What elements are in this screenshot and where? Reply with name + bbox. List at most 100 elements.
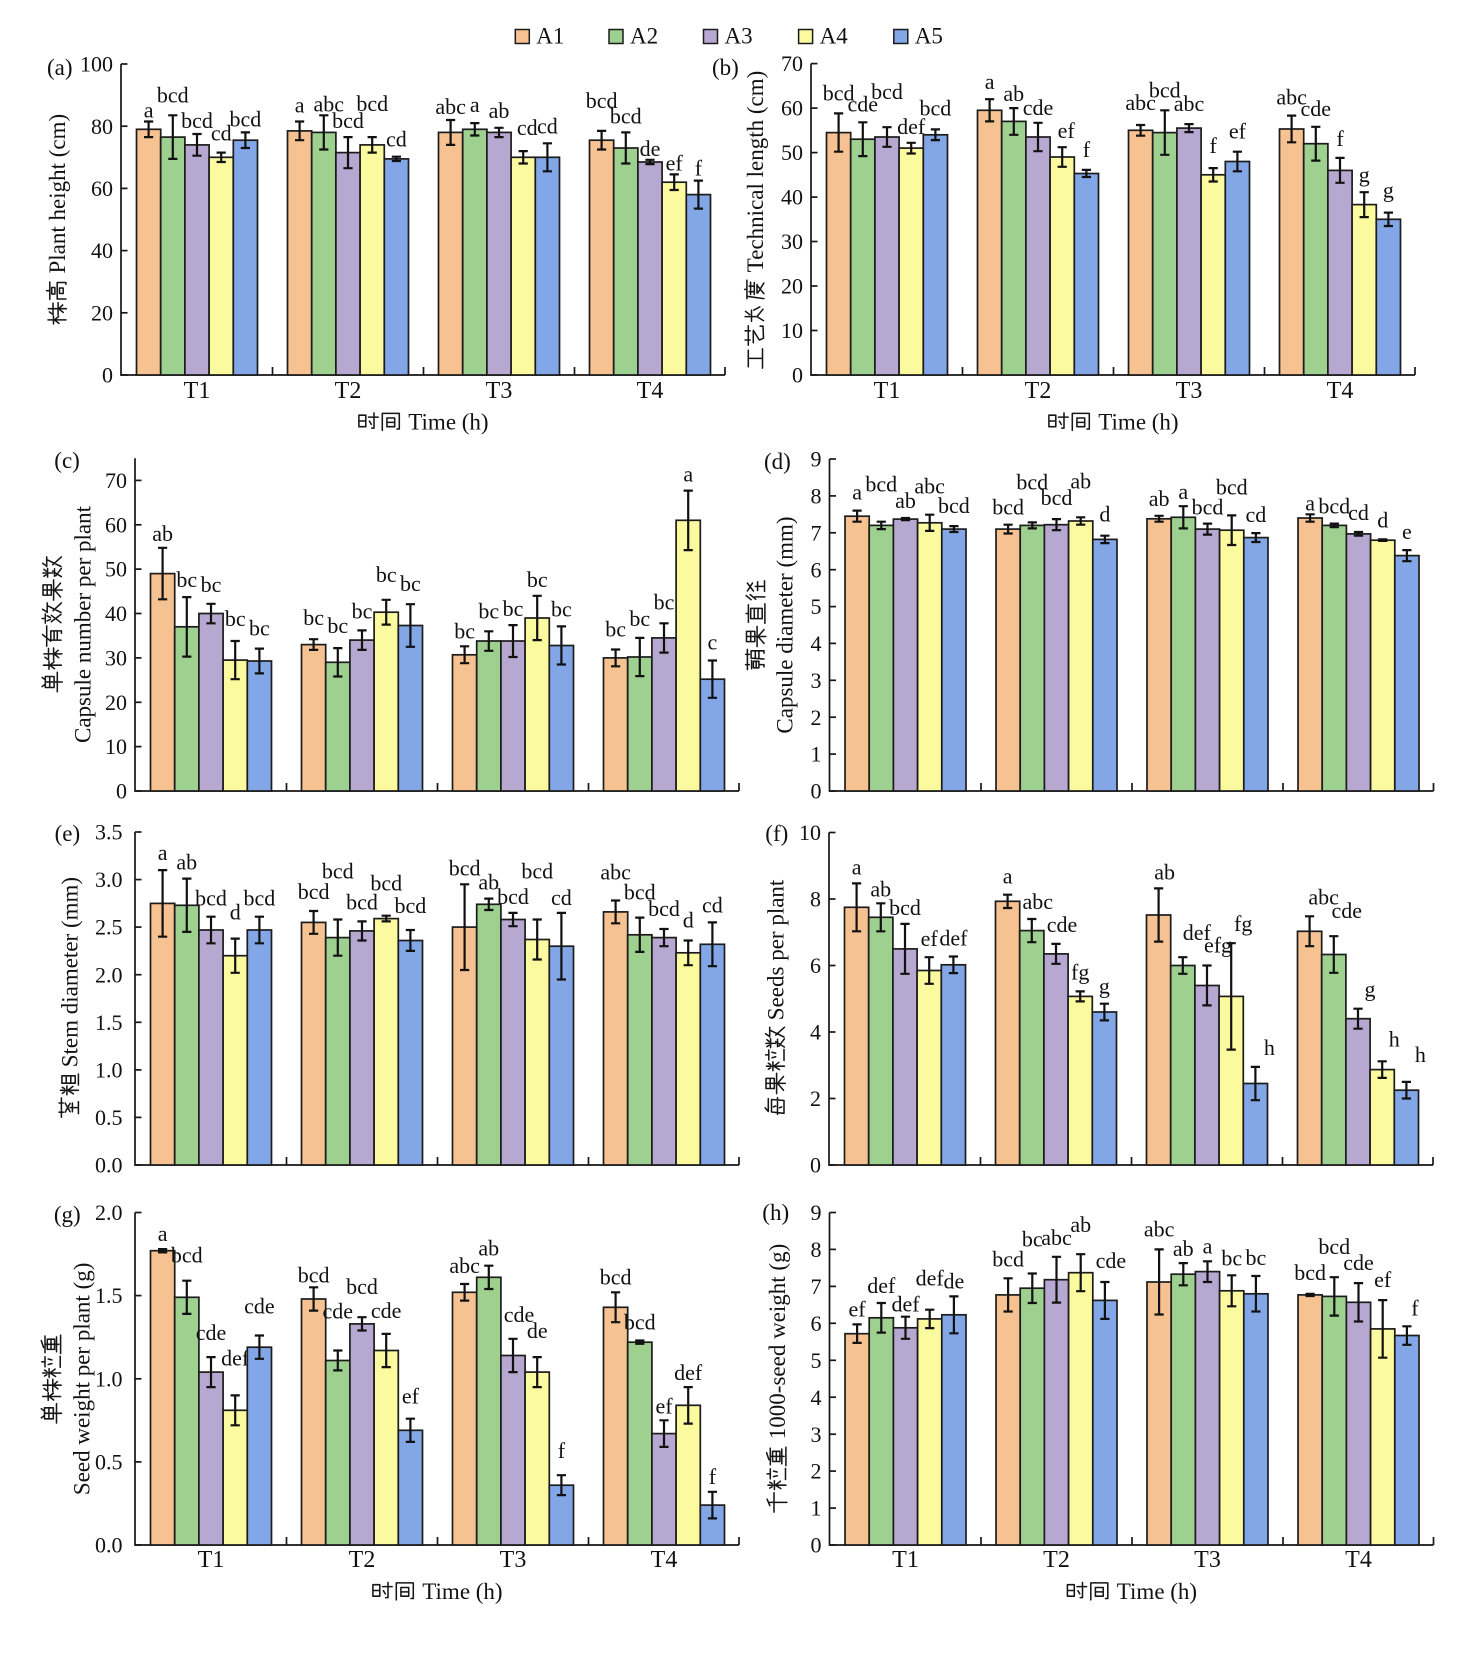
svg-text:A4: A4	[820, 24, 849, 49]
svg-text:ab: ab	[1070, 1212, 1091, 1237]
svg-text:bcd: bcd	[938, 493, 970, 518]
svg-text:cde: cde	[1332, 898, 1363, 923]
svg-text:T3: T3	[500, 1547, 527, 1573]
svg-text:bcd: bcd	[624, 1310, 656, 1335]
svg-text:h: h	[1389, 1026, 1400, 1051]
svg-text:T1: T1	[198, 1547, 225, 1573]
svg-text:ab: ab	[870, 876, 891, 901]
svg-text:cde: cde	[1023, 95, 1054, 120]
svg-text:bc: bc	[249, 616, 270, 641]
svg-text:3: 3	[811, 1422, 822, 1447]
svg-text:6: 6	[811, 557, 822, 582]
svg-text:T2: T2	[349, 1547, 376, 1573]
svg-text:Seeds per plant: Seeds per plant	[764, 879, 789, 1020]
svg-text:f: f	[558, 1438, 566, 1463]
svg-text:ab: ab	[176, 850, 197, 875]
svg-text:cd: cd	[1348, 500, 1369, 525]
svg-text:bcd: bcd	[992, 495, 1024, 520]
svg-text:2.0: 2.0	[95, 1200, 123, 1225]
svg-text:d: d	[683, 908, 694, 933]
svg-text:cd: cd	[517, 115, 538, 140]
svg-text:bcd: bcd	[1149, 77, 1181, 102]
svg-text:6: 6	[810, 953, 821, 978]
svg-text:4: 4	[810, 1020, 821, 1045]
svg-text:def: def	[674, 1360, 703, 1385]
svg-text:60: 60	[781, 96, 803, 121]
svg-text:def: def	[939, 926, 968, 951]
svg-text:d: d	[230, 900, 241, 925]
svg-text:20: 20	[91, 300, 113, 325]
svg-text:(f): (f)	[765, 821, 788, 846]
svg-text:bcd: bcd	[1294, 1260, 1326, 1285]
svg-text:Time (h): Time (h)	[422, 1579, 502, 1604]
svg-text:6: 6	[811, 1311, 822, 1336]
svg-text:ab: ab	[478, 1236, 499, 1261]
svg-text:bcd: bcd	[298, 879, 330, 904]
svg-text:100: 100	[80, 52, 113, 77]
svg-text:40: 40	[91, 238, 113, 263]
svg-text:ef: ef	[655, 1393, 673, 1418]
svg-text:ef: ef	[1229, 119, 1247, 144]
svg-text:bc: bc	[201, 572, 222, 597]
svg-text:bc: bc	[352, 598, 373, 623]
svg-text:bcd: bcd	[600, 1264, 632, 1289]
svg-text:f: f	[1210, 133, 1218, 158]
svg-text:(b): (b)	[712, 55, 739, 80]
svg-text:f: f	[1336, 126, 1344, 151]
svg-text:bc: bc	[551, 596, 572, 621]
svg-text:a: a	[158, 840, 168, 865]
svg-text:2: 2	[811, 705, 822, 730]
svg-text:1: 1	[811, 1496, 822, 1521]
svg-text:cde: cde	[1343, 1250, 1374, 1275]
svg-text:a: a	[158, 1221, 168, 1246]
svg-text:bc: bc	[303, 605, 324, 630]
svg-text:abc: abc	[1276, 85, 1307, 110]
svg-text:A2: A2	[630, 24, 658, 49]
svg-text:Capsule diameter (mm): Capsule diameter (mm)	[773, 516, 798, 733]
svg-text:(g): (g)	[54, 1202, 81, 1227]
svg-text:0.5: 0.5	[95, 1450, 123, 1475]
svg-text:bcd: bcd	[449, 855, 481, 880]
svg-text:f: f	[695, 156, 703, 181]
svg-text:bcd: bcd	[920, 95, 952, 120]
svg-text:(c): (c)	[54, 448, 80, 473]
svg-text:1.5: 1.5	[95, 1283, 123, 1308]
svg-text:A5: A5	[915, 24, 943, 49]
svg-text:d: d	[1099, 502, 1110, 527]
svg-text:bcd: bcd	[1016, 469, 1048, 494]
svg-text:a: a	[1305, 490, 1315, 515]
svg-text:bc: bc	[478, 598, 499, 623]
svg-text:(a): (a)	[47, 55, 73, 80]
svg-text:bcd: bcd	[195, 886, 227, 911]
svg-text:2.5: 2.5	[95, 915, 123, 940]
svg-text:(e): (e)	[55, 821, 81, 846]
svg-text:abc: abc	[1174, 91, 1205, 116]
svg-text:1.5: 1.5	[95, 1010, 123, 1035]
svg-text:f: f	[1083, 137, 1091, 162]
svg-text:cd: cd	[211, 121, 232, 146]
svg-text:70: 70	[781, 51, 803, 76]
svg-text:60: 60	[91, 176, 113, 201]
svg-text:def: def	[897, 114, 926, 139]
svg-text:a: a	[852, 854, 862, 879]
svg-text:abc: abc	[600, 860, 631, 885]
svg-text:bcd: bcd	[871, 79, 903, 104]
svg-text:40: 40	[781, 185, 803, 210]
svg-text:g: g	[1383, 178, 1394, 203]
svg-text:cde: cde	[1047, 912, 1078, 937]
svg-text:30: 30	[781, 229, 803, 254]
svg-text:2: 2	[810, 1086, 821, 1111]
svg-text:cd: cd	[551, 885, 572, 910]
svg-text:ab: ab	[478, 870, 499, 895]
svg-text:de: de	[640, 136, 661, 161]
svg-text:de: de	[527, 1318, 548, 1343]
svg-text:8: 8	[811, 484, 822, 509]
svg-text:3.0: 3.0	[95, 867, 123, 892]
svg-text:0: 0	[811, 1533, 822, 1558]
svg-text:abc: abc	[314, 91, 345, 116]
svg-text:80: 80	[91, 114, 113, 139]
svg-text:abc: abc	[435, 94, 466, 119]
svg-text:bcd: bcd	[298, 1262, 330, 1287]
svg-text:bcd: bcd	[356, 91, 388, 116]
svg-text:bcd: bcd	[346, 889, 378, 914]
